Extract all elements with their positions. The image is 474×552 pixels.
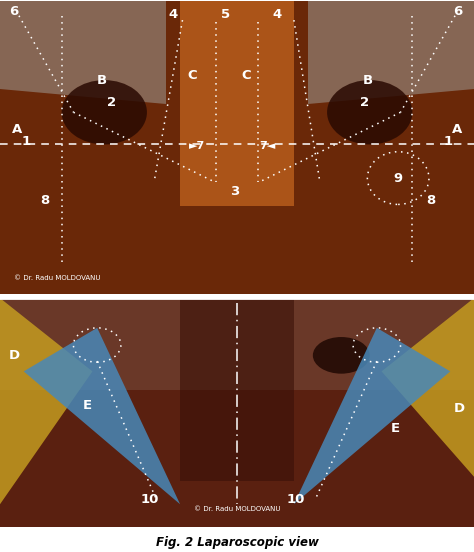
Text: B: B [362, 73, 373, 87]
Text: 1: 1 [21, 135, 31, 148]
Text: 9: 9 [393, 172, 403, 184]
Text: 6: 6 [9, 5, 19, 18]
Text: E: E [391, 422, 401, 435]
Text: 8: 8 [40, 194, 50, 206]
Text: 8: 8 [427, 194, 436, 206]
Text: 5: 5 [220, 8, 230, 21]
Polygon shape [382, 298, 474, 477]
Polygon shape [180, 1, 294, 206]
Polygon shape [308, 1, 474, 104]
Text: 7◄: 7◄ [260, 141, 276, 151]
Text: 4: 4 [168, 8, 178, 21]
Text: 4: 4 [273, 8, 282, 21]
Text: D: D [9, 349, 20, 362]
Text: © Dr. Radu MOLDOVANU: © Dr. Radu MOLDOVANU [14, 274, 100, 280]
Text: 10: 10 [140, 493, 158, 506]
Ellipse shape [62, 80, 147, 145]
Text: 3: 3 [230, 185, 239, 198]
Text: C: C [242, 69, 251, 82]
Text: 2: 2 [107, 95, 116, 109]
Text: 10: 10 [287, 493, 305, 506]
Polygon shape [24, 328, 180, 505]
Text: C: C [187, 69, 197, 82]
Text: D: D [453, 401, 465, 415]
Text: Fig. 2 Laparoscopic view: Fig. 2 Laparoscopic view [155, 536, 319, 549]
Ellipse shape [327, 80, 412, 145]
Text: E: E [83, 399, 92, 412]
Text: A: A [452, 123, 463, 136]
Polygon shape [294, 328, 450, 505]
Polygon shape [0, 1, 166, 104]
Text: 2: 2 [360, 95, 370, 109]
Text: 6: 6 [453, 5, 462, 18]
Polygon shape [0, 298, 92, 505]
Text: © Dr. Radu MOLDOVANU: © Dr. Radu MOLDOVANU [194, 506, 280, 512]
Text: ►7: ►7 [189, 141, 205, 151]
Text: B: B [97, 73, 107, 87]
Polygon shape [0, 298, 474, 390]
Polygon shape [180, 298, 294, 481]
Ellipse shape [313, 337, 370, 374]
Text: 1: 1 [443, 135, 453, 148]
Text: A: A [11, 123, 22, 136]
